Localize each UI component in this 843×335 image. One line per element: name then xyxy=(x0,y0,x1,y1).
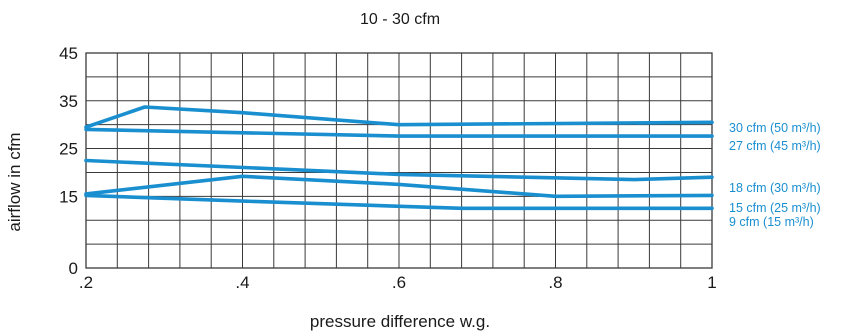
y-tick-label: 15 xyxy=(59,187,78,206)
series-label: 30 cfm (50 m³/h) xyxy=(729,121,821,135)
y-tick-label: 25 xyxy=(59,140,78,159)
series-line xyxy=(84,174,714,199)
grid xyxy=(85,52,713,269)
series-label: 18 cfm (30 m³/h) xyxy=(729,181,821,195)
y-tick-label: 45 xyxy=(59,44,78,63)
series-labels: 30 cfm (50 m³/h) 27 cfm (45 m³/h) 18 cfm (… xyxy=(729,121,821,229)
x-tick-label: .4 xyxy=(235,273,249,292)
tick-labels: .2 .4 .6 .8 1 0 15 25 35 45 xyxy=(59,44,717,292)
series-label: 9 cfm (15 m³/h) xyxy=(729,215,814,229)
x-tick-label: 1 xyxy=(707,273,716,292)
series-line xyxy=(84,193,714,211)
series-lines xyxy=(84,105,714,211)
x-tick-label: .8 xyxy=(548,273,562,292)
series-label: 27 cfm (45 m³/h) xyxy=(729,139,821,153)
y-tick-label: 35 xyxy=(59,92,78,111)
series-line xyxy=(84,127,714,138)
x-tick-label: .6 xyxy=(392,273,406,292)
series-line xyxy=(84,105,714,129)
y-axis-label: airflow in cfm xyxy=(5,132,24,231)
y-tick-label: 0 xyxy=(69,259,78,278)
series-line xyxy=(84,158,714,182)
x-tick-label: .2 xyxy=(79,273,93,292)
series-label: 15 cfm (25 m³/h) xyxy=(729,201,821,215)
x-axis-label: pressure difference w.g. xyxy=(310,312,490,331)
chart-title: 10 - 30 cfm xyxy=(360,11,440,28)
